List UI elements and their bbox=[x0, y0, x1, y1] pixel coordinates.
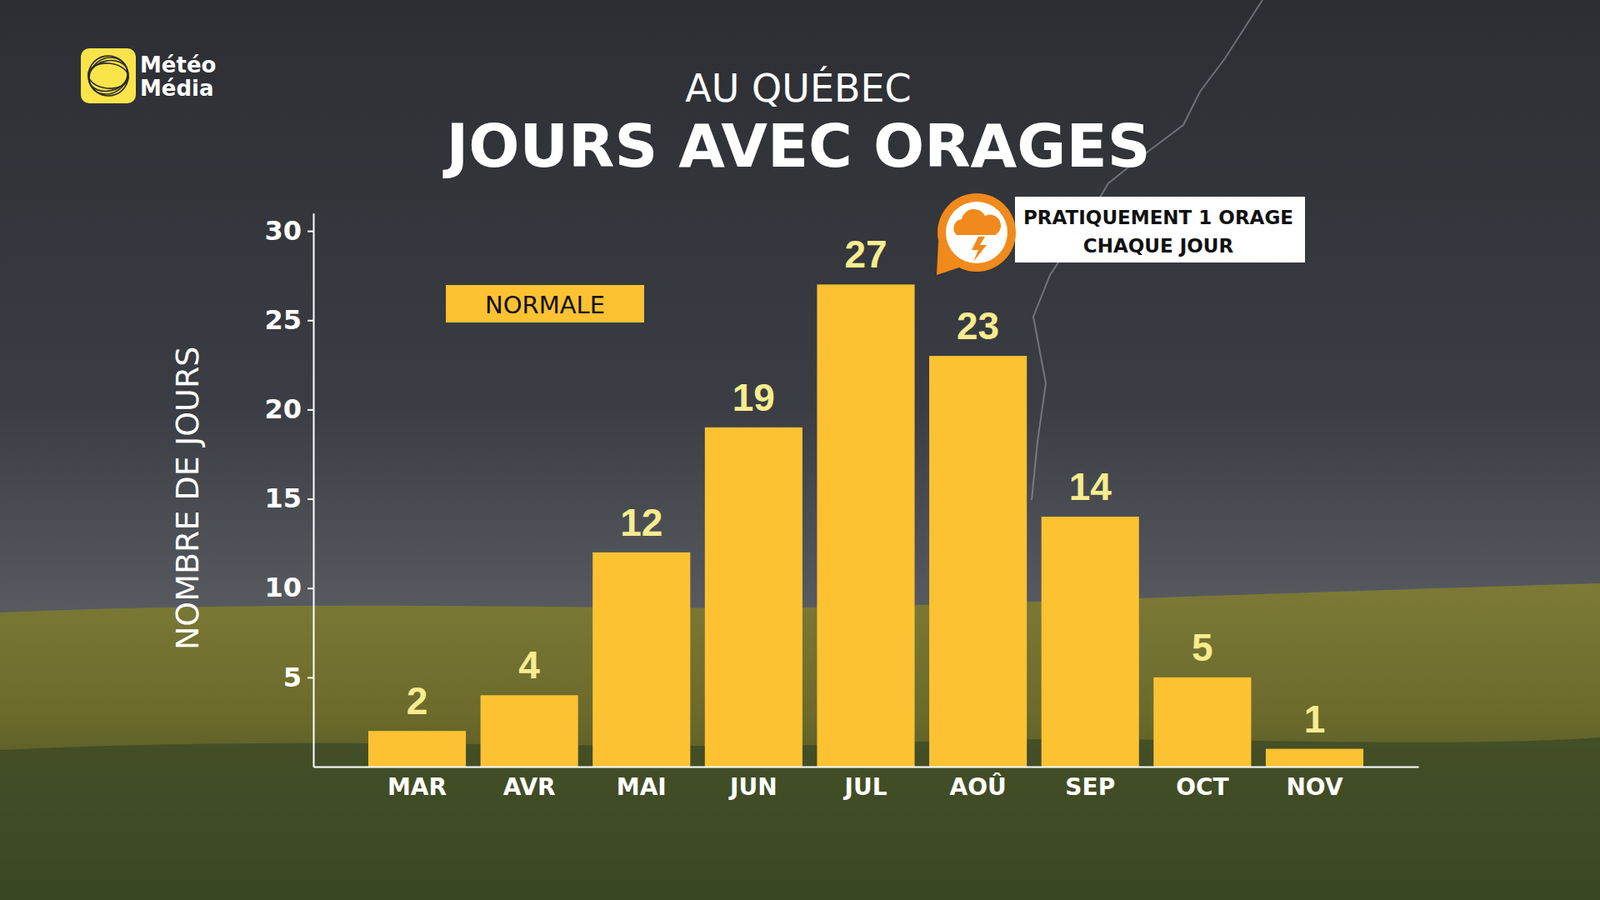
x-tick: SEP bbox=[1065, 766, 1115, 801]
x-tick-label: SEP bbox=[1065, 773, 1115, 801]
data-label: 23 bbox=[956, 304, 1000, 348]
y-axis-line bbox=[313, 213, 315, 767]
x-axis-line bbox=[314, 766, 1420, 769]
x-tick: MAI bbox=[616, 766, 667, 801]
bar bbox=[592, 552, 690, 767]
y-tick-label: 5 bbox=[283, 661, 302, 694]
subtitle: AU QUÉBEC bbox=[685, 65, 911, 111]
x-tick: AVR bbox=[503, 766, 556, 801]
brand-text: Média bbox=[140, 75, 215, 101]
data-label: 1 bbox=[1304, 697, 1326, 741]
x-tick-label: MAR bbox=[387, 773, 447, 801]
y-tick-label: 25 bbox=[264, 304, 302, 336]
data-label: 12 bbox=[620, 500, 663, 545]
y-tick: 10 bbox=[264, 571, 314, 604]
title: JOURS AVEC ORAGES bbox=[442, 110, 1151, 181]
y-tick-label: 10 bbox=[264, 571, 302, 604]
annotation-icon-inner bbox=[945, 201, 1008, 264]
data-labels: 2 4 12 19 27 23 14 5 1 bbox=[406, 232, 1326, 740]
annotation-icon bbox=[937, 193, 1016, 272]
x-tick: AOÛ bbox=[950, 766, 1007, 801]
y-tick-mark bbox=[307, 587, 314, 590]
logo-globe bbox=[87, 61, 130, 90]
bar bbox=[1265, 749, 1364, 767]
y-tick-mark bbox=[307, 498, 314, 500]
y-tick: 5 bbox=[283, 661, 314, 694]
x-tick: JUL bbox=[843, 766, 888, 801]
bar bbox=[705, 427, 803, 767]
logo-globe bbox=[80, 48, 137, 105]
y-tick-mark bbox=[307, 409, 314, 411]
x-tick: OCT bbox=[1175, 766, 1229, 801]
logo: MétéoMédia bbox=[80, 48, 217, 105]
x-tick: MAR bbox=[387, 766, 447, 801]
bar bbox=[1153, 677, 1251, 767]
x-tick: NOV bbox=[1285, 766, 1343, 801]
y-axis: 5 10 15 20 25 30 bbox=[264, 213, 314, 767]
x-tick-label: MAI bbox=[616, 773, 667, 801]
brand-text: Météo bbox=[140, 52, 216, 78]
y-tick: 20 bbox=[264, 393, 314, 425]
y-tick-mark bbox=[307, 320, 314, 322]
x-tick-label: JUN bbox=[728, 773, 778, 801]
y-tick-label: 15 bbox=[264, 482, 302, 515]
x-tick-label: JUL bbox=[843, 773, 888, 801]
sky bbox=[0, 0, 1600, 900]
annotation-box bbox=[1015, 196, 1305, 263]
annotation: PRATIQUEMENT 1 ORAGE CHAQUE JOUR bbox=[936, 193, 1305, 275]
bars bbox=[368, 284, 1364, 767]
y-tick: 25 bbox=[264, 304, 314, 336]
y-tick-mark bbox=[307, 676, 314, 679]
bar bbox=[368, 730, 466, 767]
bar bbox=[816, 284, 915, 767]
data-label: 2 bbox=[406, 679, 429, 723]
logo-globe bbox=[85, 55, 132, 95]
x-tick-label: OCT bbox=[1175, 773, 1229, 801]
annotation-bolt bbox=[971, 236, 987, 262]
annotation-cloud bbox=[953, 209, 1001, 235]
data-label: 14 bbox=[1069, 465, 1113, 509]
y-tick-mark bbox=[307, 230, 314, 233]
annotation-text: PRATIQUEMENT 1 ORAGE bbox=[1023, 206, 1294, 229]
x-tick-label: NOV bbox=[1285, 773, 1343, 801]
data-label: 27 bbox=[844, 232, 887, 276]
annotation-text: CHAQUE JOUR bbox=[1083, 235, 1235, 257]
x-tick-label: AOÛ bbox=[950, 772, 1007, 801]
y-tick: 30 bbox=[264, 215, 314, 247]
y-tick: 15 bbox=[264, 482, 314, 515]
x-axis: MAR AVR MAI JUN JUL AOÛ SEP OCT NOV bbox=[314, 766, 1420, 801]
y-tick-label: 20 bbox=[264, 393, 302, 425]
logo-globe bbox=[81, 50, 135, 102]
legend-box bbox=[445, 285, 645, 323]
y-axis-title: NOMBRE DE JOURS bbox=[169, 346, 206, 651]
y-tick-label: 30 bbox=[264, 215, 302, 247]
data-label: 4 bbox=[518, 643, 540, 687]
legend: NORMALE bbox=[445, 285, 645, 323]
x-tick-label: AVR bbox=[503, 773, 556, 801]
data-label: 19 bbox=[732, 375, 775, 420]
logo-box bbox=[80, 48, 136, 104]
x-tick: JUN bbox=[728, 766, 778, 801]
bar bbox=[480, 695, 579, 767]
bar bbox=[929, 355, 1027, 767]
bar bbox=[1041, 516, 1140, 767]
data-label: 5 bbox=[1191, 625, 1214, 670]
chart-root: MétéoMédiaAU QUÉBECJOURS AVEC ORAGES2412… bbox=[0, 0, 1600, 900]
legend-label: NORMALE bbox=[485, 290, 605, 320]
